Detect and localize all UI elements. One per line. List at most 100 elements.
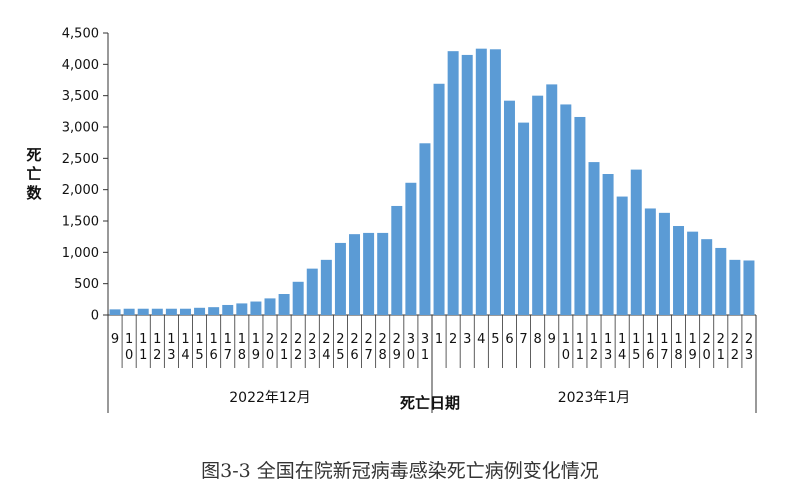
- bar-jan-1: [433, 83, 445, 315]
- bar-dec-21: [278, 294, 290, 315]
- bar-jan-10: [560, 104, 572, 315]
- x-tick-label: 7: [519, 332, 527, 347]
- x-tick-label: 4: [477, 332, 485, 347]
- x-axis-tick-labels: 9 1 01 11 21 31 41 51 61 71 81 92 02 12 22 32 42 52 62 72 82…: [111, 332, 753, 363]
- bar-dec-27: [363, 232, 375, 315]
- y-axis-ticks: 0 500 1,000 1,500 2,000 2,500 3,000 3,500 4,000 4…: [62, 27, 108, 324]
- x-tick-label: 5: [491, 332, 499, 347]
- bar-dec-10: [123, 308, 135, 315]
- bar-jan-19: [687, 231, 699, 315]
- death-count-bar-chart: 死亡数 0 500 1,000 1,500 2,000 2,500 3,000 3,500 4,…: [26, 27, 757, 413]
- bar-jan-15: [630, 169, 642, 315]
- x-axis-table-grid: [107, 315, 757, 413]
- y-axis-title-char: 亡: [26, 165, 41, 183]
- bar-jan-17: [658, 212, 670, 315]
- y-axis-title-char: 数: [26, 184, 42, 202]
- bar-jan-8: [532, 95, 544, 315]
- bar-dec-22: [292, 281, 304, 315]
- y-tick-label: 3,500: [62, 89, 99, 104]
- bar-dec-30: [405, 182, 417, 315]
- y-tick-label: 1,000: [62, 246, 99, 261]
- bar-jan-5: [489, 49, 501, 315]
- bar-jan-20: [701, 239, 713, 315]
- bar-jan-7: [518, 122, 530, 315]
- bar-jan-6: [503, 100, 515, 316]
- bar-dec-20: [264, 298, 276, 315]
- bar-dec-11: [137, 308, 149, 315]
- bar-jan-13: [602, 174, 614, 315]
- bar-dec-31: [419, 143, 431, 315]
- bar-dec-24: [320, 259, 332, 315]
- bar-dec-26: [349, 234, 361, 315]
- bar-jan-12: [588, 162, 600, 315]
- y-tick-label: 3,000: [62, 121, 99, 136]
- bar-jan-21: [715, 247, 727, 315]
- bar-dec-12: [151, 308, 163, 315]
- y-tick-label: 2,500: [62, 152, 99, 167]
- bar-dec-13: [165, 308, 177, 315]
- x-axis-title: 死亡日期: [400, 394, 460, 412]
- bar-dec-25: [334, 242, 346, 315]
- x-tick-label: 9: [548, 332, 556, 347]
- bar-dec-18: [236, 303, 248, 315]
- bar-dec-16: [208, 307, 220, 315]
- x-tick-label: 1: [435, 332, 443, 347]
- bar-jan-23: [743, 260, 755, 315]
- bar-jan-14: [616, 196, 628, 315]
- bar-jan-22: [729, 259, 741, 315]
- bar-jan-18: [673, 226, 685, 315]
- bar-jan-3: [461, 54, 473, 316]
- x-tick-label: 6: [505, 332, 513, 347]
- bar-jan-9: [546, 84, 558, 315]
- x-tick-label: 8: [534, 332, 542, 347]
- figure-caption: 图3-3 全国在院新冠病毒感染死亡病例变化情况: [201, 460, 599, 482]
- y-tick-label: 500: [74, 277, 99, 292]
- bar-dec-14: [179, 308, 191, 315]
- bar-dec-17: [222, 304, 234, 315]
- bar-jan-11: [574, 116, 586, 315]
- y-tick-label: 1,500: [62, 215, 99, 230]
- y-tick-label: 2,000: [62, 183, 99, 198]
- x-tick-label: 2: [449, 332, 457, 347]
- bar-dec-15: [194, 307, 206, 315]
- bar-dec-28: [377, 232, 389, 315]
- group-label-dec-2022: 2022年12月: [229, 390, 310, 406]
- group-label-jan-2023: 2023年1月: [558, 390, 631, 406]
- bar-jan-16: [644, 208, 656, 315]
- bar-jan-2: [447, 51, 459, 316]
